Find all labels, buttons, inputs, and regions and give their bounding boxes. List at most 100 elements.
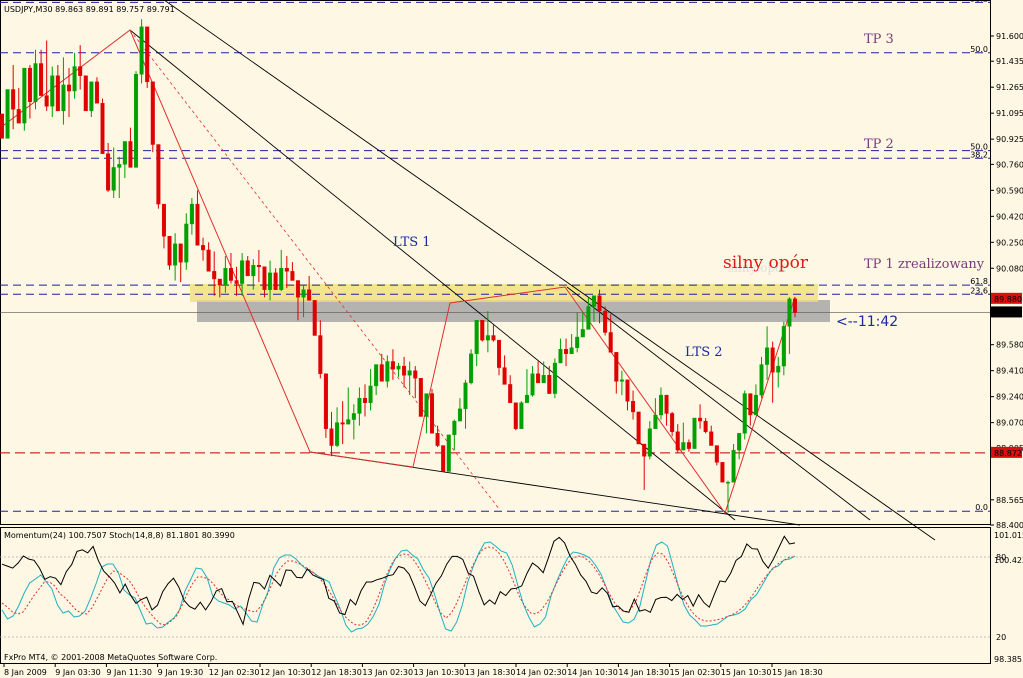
candle-body xyxy=(312,300,317,336)
candle-body xyxy=(681,442,686,451)
fib-level-label: 0.0 xyxy=(975,503,988,512)
y-tick-label: 91.095 xyxy=(996,109,1023,118)
candle-body xyxy=(513,402,518,429)
candle-body xyxy=(11,89,16,110)
trend-line-outer xyxy=(163,0,936,541)
symbol-header: USDJPY,M30 89.863 89.891 89.757 89.791 xyxy=(4,5,175,14)
candle-body xyxy=(284,268,289,272)
candle-body xyxy=(407,370,412,376)
candle-body xyxy=(524,394,529,403)
candle-body xyxy=(346,419,351,425)
candle-body xyxy=(279,268,284,290)
candle-body xyxy=(251,265,256,277)
candle-body xyxy=(240,260,245,284)
candle-body xyxy=(658,394,663,416)
x-tick-label: 9 Jan 03:30 xyxy=(55,668,101,677)
candle-body xyxy=(569,347,574,355)
resistance-label-shadow: silny opór xyxy=(728,261,788,275)
candle-body xyxy=(541,375,546,384)
indicator-pane-border xyxy=(0,527,991,664)
lts1-label: LTS 1 xyxy=(393,235,431,250)
candle-body xyxy=(106,153,111,191)
candle-body xyxy=(161,203,166,237)
fib-level-label: 38.2 xyxy=(970,0,988,3)
y-tick-label: 90.590 xyxy=(996,186,1023,195)
candle-body xyxy=(150,81,155,145)
price-tag-label: 89.880 xyxy=(994,295,1022,304)
candle-body xyxy=(793,298,798,313)
time-axis: 8 Jan 2009 9 Jan 03:30 9 Jan 11:30 9 Jan 19… xyxy=(3,663,823,677)
candle-body xyxy=(597,295,602,312)
candle-body xyxy=(33,63,38,102)
zigzag xyxy=(0,29,796,515)
candle-body xyxy=(714,445,719,463)
candle-body xyxy=(770,347,775,373)
candle-body xyxy=(647,428,652,457)
y-tick-label: 89.240 xyxy=(996,393,1023,402)
price-tag-label: 88.872 xyxy=(994,449,1022,458)
trend-line-lts1 xyxy=(129,29,736,521)
y-tick-label: 88.400 xyxy=(996,521,1023,530)
candle-body xyxy=(564,349,569,355)
candle-body xyxy=(748,393,753,416)
x-tick-label: 12 Jan 02:30 xyxy=(209,668,260,677)
candle-body xyxy=(72,66,77,92)
candle-body xyxy=(351,413,356,420)
candle-body xyxy=(228,268,233,281)
x-tick-label: 9 Jan 19:30 xyxy=(158,668,204,677)
x-tick-label: 9 Jan 11:30 xyxy=(106,668,152,677)
candle-body xyxy=(234,280,239,284)
trend-line-lts2 xyxy=(566,286,871,521)
y-tick-label: 91.600 xyxy=(996,32,1023,41)
candle-body xyxy=(301,289,306,298)
candle-body xyxy=(530,373,535,396)
stoch-level-label: 80 xyxy=(996,553,1006,562)
candle-body xyxy=(83,75,88,112)
candle-body xyxy=(480,320,485,341)
x-tick-label: 15 Jan 02:30 xyxy=(670,668,721,677)
candle-body xyxy=(402,365,407,376)
candle-body xyxy=(698,417,703,422)
candle-body xyxy=(323,373,328,429)
candle-body xyxy=(703,420,708,432)
resistance-label: silny opór xyxy=(723,253,809,273)
candle-body xyxy=(625,379,630,402)
candle-body xyxy=(27,67,32,102)
candle-body xyxy=(128,141,133,168)
fib-level-label: 50.0 xyxy=(970,143,988,152)
candle-body xyxy=(245,260,250,277)
candle-body xyxy=(586,306,591,330)
candle-body xyxy=(642,443,647,457)
price-axis: 91.600 91.435 91.265 91.095 90.925 90.760 90.5… xyxy=(990,32,1023,530)
tp1-label: TP 1 zrealizowany xyxy=(864,257,985,272)
x-tick-label: 8 Jan 2009 xyxy=(4,668,47,677)
y-tick-label: 91.435 xyxy=(996,57,1023,66)
candle-body xyxy=(619,379,624,382)
shadow-zone xyxy=(197,300,830,322)
candle-body xyxy=(603,310,608,333)
candle-body xyxy=(212,271,217,280)
candle-body xyxy=(111,167,116,191)
candle-body xyxy=(0,113,4,139)
resistance-zone xyxy=(190,284,818,302)
x-tick-label: 12 Jan 10:30 xyxy=(260,668,311,677)
candle-body xyxy=(636,411,641,445)
support-line xyxy=(0,312,990,454)
tp2-label: TP 2 xyxy=(864,137,894,152)
candle-body xyxy=(5,89,10,139)
stoch-level-label: 20 xyxy=(996,633,1006,642)
main-pane-border xyxy=(0,0,991,525)
candle-body xyxy=(201,245,206,251)
candle-body xyxy=(580,329,585,338)
x-tick-label: 13 Jan 18:30 xyxy=(465,668,516,677)
fib-level-label: 50.0 xyxy=(970,45,988,54)
candle-body xyxy=(781,326,786,367)
candle-body xyxy=(502,367,507,385)
candle-body xyxy=(692,417,697,449)
candle-body xyxy=(206,249,211,272)
candle-body xyxy=(94,81,99,104)
candle-body xyxy=(614,352,619,382)
y-tick-label: 89.070 xyxy=(996,419,1023,428)
candle-body xyxy=(262,266,267,290)
